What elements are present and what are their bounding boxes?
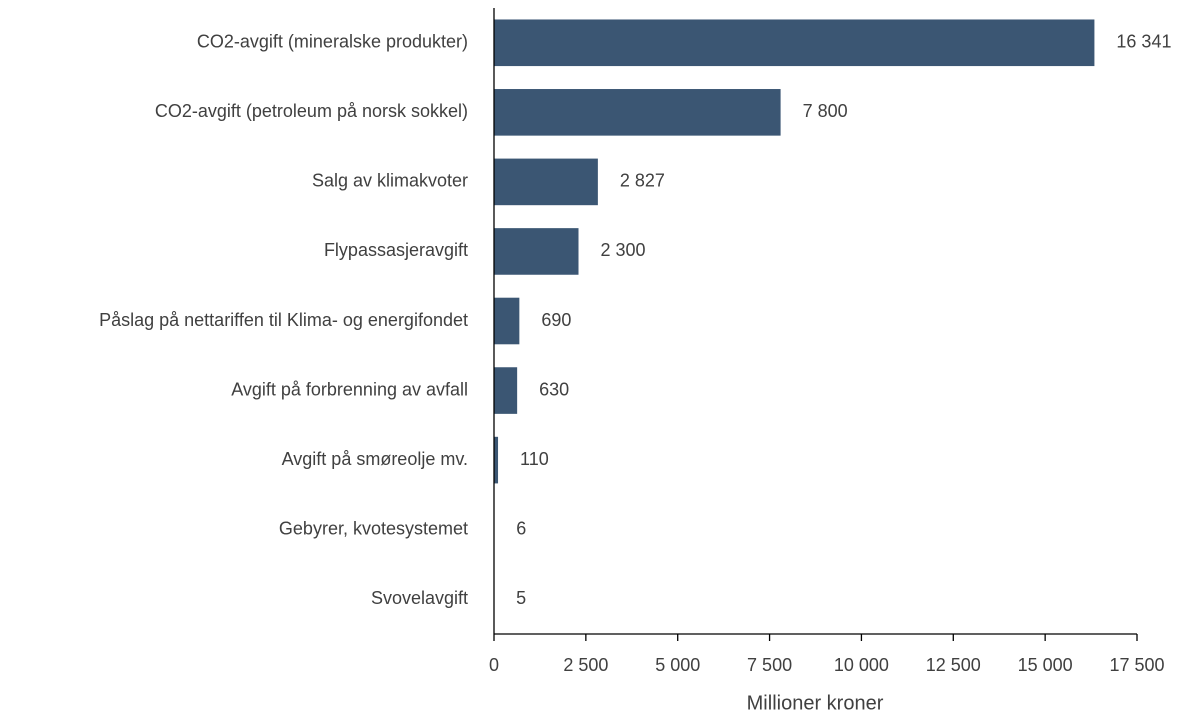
y-tick-label: Svovelavgift xyxy=(371,588,468,608)
y-tick-label: Gebyrer, kvotesystemet xyxy=(279,518,468,538)
y-tick-label: Avgift på smøreolje mv. xyxy=(282,449,468,469)
data-label: 2 300 xyxy=(601,240,646,260)
y-tick-label: Påslag på nettariffen til Klima- og ener… xyxy=(99,310,468,330)
y-tick-label: CO2-avgift (petroleum på norsk sokkel) xyxy=(155,101,468,121)
bar xyxy=(494,158,598,206)
data-label: 6 xyxy=(516,518,526,538)
data-label: 7 800 xyxy=(803,101,848,121)
x-tick-label: 0 xyxy=(489,655,499,675)
x-tick-label: 2 500 xyxy=(563,655,608,675)
data-label: 630 xyxy=(539,379,569,399)
bar xyxy=(494,89,781,136)
x-tick-label: 10 000 xyxy=(834,655,889,675)
data-label: 5 xyxy=(516,588,526,608)
x-tick-label: 7 500 xyxy=(747,655,792,675)
x-tick-label: 15 000 xyxy=(1018,655,1073,675)
data-label: 2 827 xyxy=(620,171,665,191)
bar xyxy=(494,228,579,275)
data-label: 690 xyxy=(541,310,571,330)
x-tick-label: 12 500 xyxy=(926,655,981,675)
x-tick-label: 5 000 xyxy=(655,655,700,675)
y-tick-label: Avgift på forbrenning av avfall xyxy=(231,379,468,399)
bar xyxy=(494,367,518,414)
data-label: 110 xyxy=(520,449,549,469)
data-label: 16 341 xyxy=(1116,32,1171,52)
x-axis-label: Millioner kroner xyxy=(747,692,884,714)
bar xyxy=(494,19,1095,67)
x-tick-label: 17 500 xyxy=(1109,655,1164,675)
y-tick-label: Flypassasjeravgift xyxy=(324,240,468,260)
y-tick-label: CO2-avgift (mineralske produkter) xyxy=(197,32,468,52)
bar xyxy=(494,436,499,484)
y-tick-label: Salg av klimakvoter xyxy=(312,171,468,191)
bar xyxy=(494,297,520,345)
